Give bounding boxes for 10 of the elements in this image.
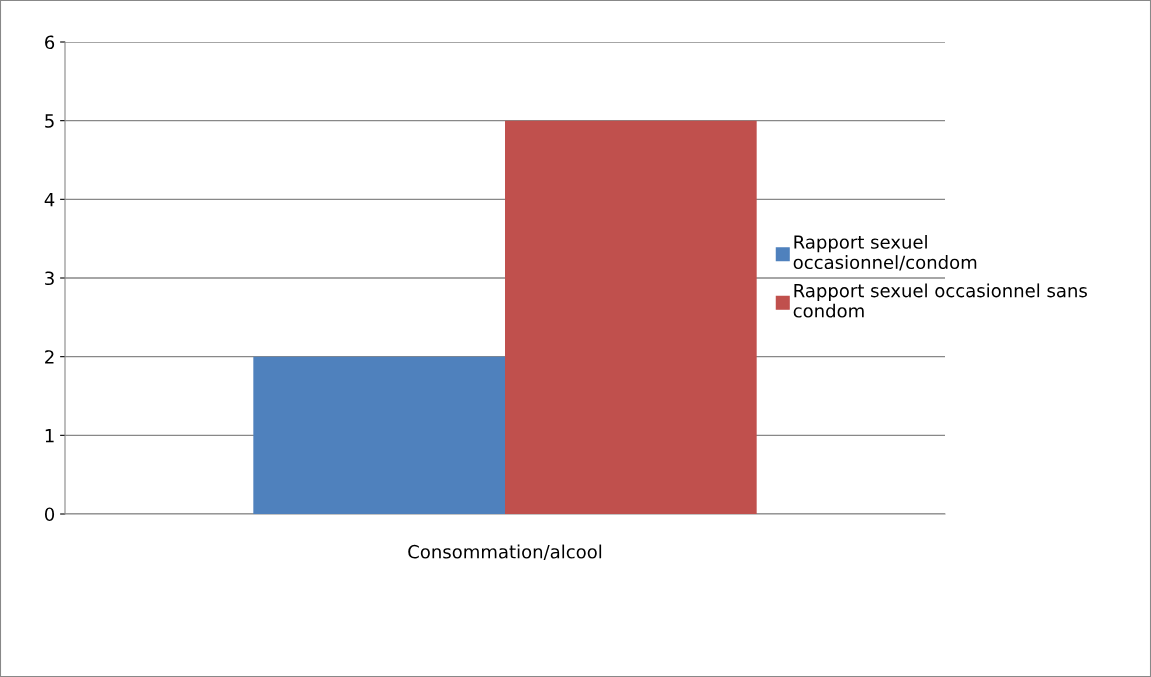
legend-label: Rapport sexuel occasionnel/condom (793, 234, 977, 271)
y-tick-label: 6 (45, 35, 55, 50)
y-tick-label: 4 (44, 193, 55, 207)
y-tick-label: 1 (45, 429, 54, 443)
y-tick-label: 3 (45, 271, 54, 286)
y-tick-label: 5 (45, 114, 54, 128)
legend-label: Rapport sexuel occasionnel sans condom (793, 283, 1087, 318)
x-tick-label: Consommation/alcool (408, 544, 602, 560)
y-tick-label: 0 (44, 507, 55, 522)
y-tick-label: 2 (45, 350, 54, 364)
